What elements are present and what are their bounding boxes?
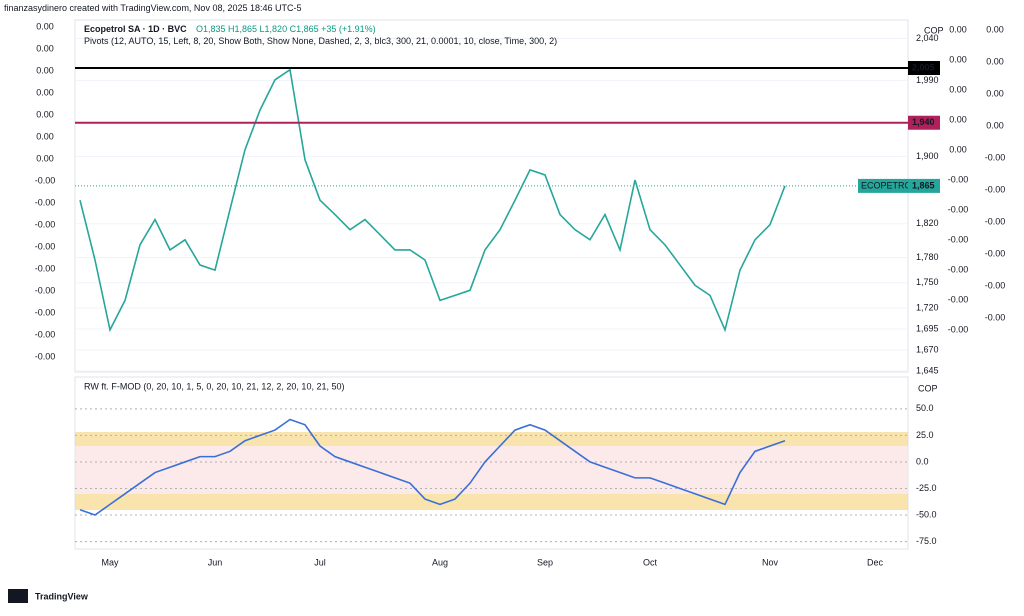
side-scale-label: -0.00 <box>948 294 969 304</box>
side-scale-label: -0.00 <box>948 174 969 184</box>
y-tick-label: -25.0 <box>916 483 937 493</box>
side-scale-label: 0.00 <box>986 56 1004 66</box>
y-tick-label: 1,990 <box>916 75 939 85</box>
side-scale-label: -0.00 <box>35 285 56 295</box>
side-scale-label: -0.00 <box>35 329 56 339</box>
side-scale-label: -0.00 <box>985 152 1006 162</box>
series-tag <box>858 178 908 193</box>
y-tick-label: 1,820 <box>916 218 939 228</box>
y-tick-label: 1,900 <box>916 151 939 161</box>
osc-title: RW ft. F-MOD (0, 20, 10, 1, 5, 0, 20, 10… <box>84 381 344 391</box>
side-scale-label: -0.00 <box>35 219 56 229</box>
x-tick-label: Nov <box>762 557 779 567</box>
y-tick-label: 2,040 <box>916 33 939 43</box>
side-scale-label: 0.00 <box>36 109 54 119</box>
side-scale-label: -0.00 <box>948 234 969 244</box>
y-tick-label: 1,720 <box>916 302 939 312</box>
side-scale-label: 0.00 <box>36 65 54 75</box>
side-scale-label: 0.00 <box>986 88 1004 98</box>
side-scale-label: -0.00 <box>35 175 56 185</box>
side-scale-label: -0.00 <box>985 280 1006 290</box>
side-scale-label: -0.00 <box>985 248 1006 258</box>
brand: TradingView <box>35 591 89 601</box>
x-tick-label: May <box>101 557 119 567</box>
y-tick-label: 1,695 <box>916 323 939 333</box>
y-tick-label: 1,670 <box>916 344 939 354</box>
side-scale-label: 0.00 <box>36 43 54 53</box>
side-scale-label: 0.00 <box>949 144 967 154</box>
series-tag-label: ECOPETROL <box>861 180 917 190</box>
side-scale-label: 0.00 <box>949 54 967 64</box>
osc-mid-band <box>75 446 908 494</box>
x-tick-label: Sep <box>537 557 553 567</box>
x-tick-label: Jun <box>208 557 223 567</box>
credit: finanzasydinero created with TradingView… <box>4 3 302 13</box>
y-tick-label: -75.0 <box>916 536 937 546</box>
symbol: Ecopetrol SA · 1D · BVC <box>84 24 187 34</box>
price-pane <box>74 19 909 373</box>
price-line <box>79 68 786 333</box>
side-scale-label: 0.00 <box>949 24 967 34</box>
brand-logo <box>8 589 28 603</box>
side-scale-label: -0.00 <box>35 307 56 317</box>
x-tick-label: Oct <box>643 557 658 567</box>
y-tick-label: 1,780 <box>916 252 939 262</box>
side-scale-label: -0.00 <box>35 263 56 273</box>
side-scale-label: 0.00 <box>949 84 967 94</box>
price-tag <box>908 115 940 130</box>
side-scale-label: -0.00 <box>35 351 56 361</box>
side-scale-label: -0.00 <box>948 324 969 334</box>
y-tick-label: -50.0 <box>916 509 937 519</box>
price-line <box>79 418 786 516</box>
osc-upper-band <box>75 432 908 446</box>
y-tick-label: 0.0 <box>916 456 929 466</box>
x-tick-label: Jul <box>314 557 326 567</box>
side-scale-label: 0.00 <box>36 153 54 163</box>
x-tick-label: Dec <box>867 557 884 567</box>
side-scale-label: 0.00 <box>949 114 967 124</box>
price-tag <box>908 178 940 193</box>
price-tag-label: 1,940 <box>912 117 935 127</box>
side-scale-label: 0.00 <box>36 21 54 31</box>
side-scale-label: -0.00 <box>35 197 56 207</box>
side-scale-label: -0.00 <box>948 204 969 214</box>
y-tick-label: 25.0 <box>916 430 934 440</box>
side-scale-label: 0.00 <box>36 131 54 141</box>
currency: COP <box>924 25 944 35</box>
price-tag-label: 2,005 <box>912 62 935 72</box>
side-scale-label: 0.00 <box>986 24 1004 34</box>
osc-lower-band <box>75 494 908 510</box>
y-tick-label: 50.0 <box>916 403 934 413</box>
side-scale-label: 0.00 <box>36 87 54 97</box>
side-scale-label: -0.00 <box>985 216 1006 226</box>
osc-currency: COP <box>918 383 938 393</box>
side-scale-label: -0.00 <box>985 312 1006 322</box>
y-tick-label: 1,750 <box>916 277 939 287</box>
side-scale-label: -0.00 <box>948 264 969 274</box>
y-tick-label: 1,645 <box>916 366 939 376</box>
ohlc: O1,835 H1,865 L1,820 C1,865 +35 (+1.91%) <box>196 24 376 34</box>
pivots-title: Pivots (12, AUTO, 15, Left, 8, 20, Show … <box>84 36 558 46</box>
x-tick-label: Aug <box>432 557 448 567</box>
side-scale-label: -0.00 <box>35 241 56 251</box>
side-scale-label: -0.00 <box>985 184 1006 194</box>
price-tag-label: 1,865 <box>912 180 935 190</box>
side-scale-label: 0.00 <box>986 120 1004 130</box>
price-tag <box>908 61 940 75</box>
